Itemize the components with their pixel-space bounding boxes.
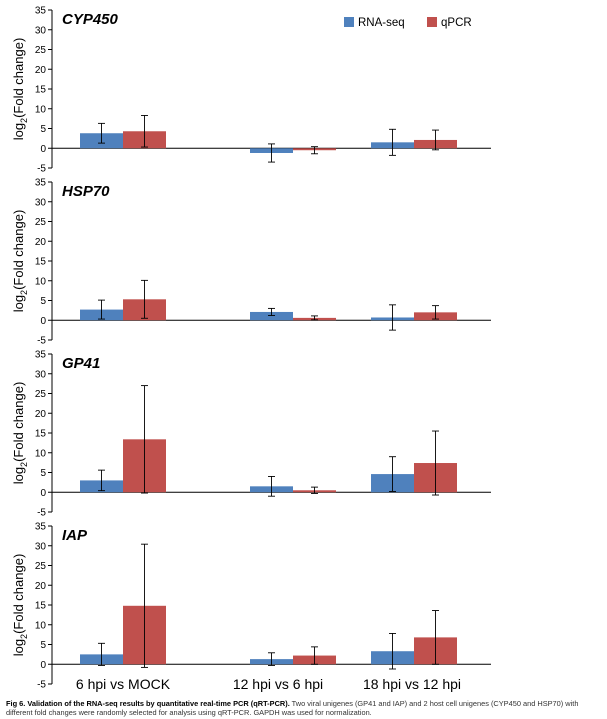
error-bar-qpcr-6-hpi-vs-mock [141,115,148,148]
error-bar-rna-seq-18-hpi-vs-12-hpi [389,632,396,670]
y-tick-label: 25 [35,45,47,56]
panel-gp41: -5 0 5 10 15 20 25 30 35 log2(Fold change) GP41 [11,350,491,519]
panel-title: IAP [62,527,88,544]
y-tick-label: 10 [35,620,47,631]
error-bar-rna-seq-12-hpi-vs-6-hpi [268,652,275,666]
y-tick-label: -5 [37,508,46,519]
panel-title: HSP70 [62,183,110,200]
error-bar-qpcr-6-hpi-vs-mock [141,385,148,494]
y-tick-label: 30 [35,369,47,380]
y-tick-label: 20 [35,237,47,248]
error-bar-rna-seq-12-hpi-vs-6-hpi [268,307,275,316]
y-tick-label: 25 [35,217,47,228]
error-bar-qpcr-18-hpi-vs-12-hpi [432,305,439,320]
error-bar-qpcr-18-hpi-vs-12-hpi [432,129,439,151]
panel-iap: -5 0 5 10 15 20 25 30 35 log2(Fold change) IAP [11,522,491,691]
error-bar-rna-seq-12-hpi-vs-6-hpi [268,143,275,163]
error-bar-rna-seq-18-hpi-vs-12-hpi [389,128,396,156]
legend-label-rna-seq: RNA-seq [358,17,405,29]
y-tick-label: 35 [35,178,47,189]
y-tick-label: 15 [35,601,47,612]
y-tick-label: 5 [40,468,46,479]
legend-swatch-rna-seq [344,17,354,27]
y-axis-label: log2(Fold change) [11,210,29,313]
error-bar-qpcr-12-hpi-vs-6-hpi [311,646,318,665]
legend-swatch-qpcr [427,17,437,27]
panel-title: GP41 [62,355,100,372]
y-tick-label: 25 [35,389,47,400]
y-tick-label: 0 [40,316,46,327]
y-tick-label: 15 [35,257,47,268]
error-bar-qpcr-18-hpi-vs-12-hpi [432,610,439,665]
x-category-label: 12 hpi vs 6 hpi [233,676,323,692]
y-tick-label: 20 [35,581,47,592]
y-tick-label: 20 [35,409,47,420]
error-bar-rna-seq-6-hpi-vs-mock [98,299,105,320]
error-bar-qpcr-12-hpi-vs-6-hpi [311,315,318,321]
y-tick-label: -5 [37,680,46,691]
y-tick-label: -5 [37,164,46,175]
y-tick-label: 35 [35,6,47,17]
y-tick-label: 30 [35,541,47,552]
error-bar-rna-seq-18-hpi-vs-12-hpi [389,456,396,492]
y-tick-label: 20 [35,65,47,76]
y-tick-label: 30 [35,25,47,36]
y-tick-label: 35 [35,522,47,533]
y-tick-label: 30 [35,197,47,208]
error-bar-rna-seq-6-hpi-vs-mock [98,642,105,666]
y-tick-label: 5 [40,296,46,307]
error-bar-qpcr-6-hpi-vs-mock [141,543,148,668]
error-bar-qpcr-12-hpi-vs-6-hpi [311,486,318,494]
y-tick-label: 15 [35,429,47,440]
x-category-label: 6 hpi vs MOCK [76,676,171,692]
y-tick-label: 10 [35,276,47,287]
legend-label-qpcr: qPCR [441,17,472,29]
bar-rna-seq-12-hpi-vs-6-hpi [250,311,293,321]
y-tick-label: 10 [35,448,47,459]
y-tick-label: 15 [35,85,47,96]
y-tick-label: 0 [40,660,46,671]
y-axis-label: log2(Fold change) [11,554,29,657]
panel-hsp70: -5 0 5 10 15 20 25 30 35 log2(Fold change) HSP70 [11,178,491,347]
caption-title: Fig 6. Validation of the RNA-seq results… [6,699,290,708]
y-tick-label: 5 [40,124,46,135]
error-bar-qpcr-6-hpi-vs-mock [141,279,148,319]
y-tick-label: 0 [40,144,46,155]
panel-cyp450: -5 0 5 10 15 20 25 30 35 log2(Fold change) CYP450 R… [11,6,491,175]
y-axis-label: log2(Fold change) [11,38,29,141]
qrt-pcr-figure: -5 0 5 10 15 20 25 30 35 log2(Fold change) CYP450 R… [11,6,491,692]
y-tick-label: 25 [35,561,47,572]
y-tick-label: 10 [35,104,47,115]
error-bar-rna-seq-18-hpi-vs-12-hpi [389,304,396,331]
error-bar-rna-seq-12-hpi-vs-6-hpi [268,476,275,497]
panel-title: CYP450 [62,11,119,28]
y-tick-label: 5 [40,640,46,651]
error-bar-rna-seq-6-hpi-vs-mock [98,122,105,144]
x-category-label: 18 hpi vs 12 hpi [363,676,461,692]
caption-text: Two viral unigenes (GP41 and IAP) and 2 … [6,699,579,717]
y-axis-label: log2(Fold change) [11,382,29,485]
error-bar-rna-seq-6-hpi-vs-mock [98,469,105,492]
y-tick-label: 35 [35,350,47,361]
y-tick-label: -5 [37,336,46,347]
y-tick-label: 0 [40,488,46,499]
legend: RNA-seq qPCR [344,17,472,29]
error-bar-qpcr-12-hpi-vs-6-hpi [311,146,318,155]
figure-caption: Fig 6. Validation of the RNA-seq results… [6,699,604,717]
error-bar-qpcr-18-hpi-vs-12-hpi [432,430,439,496]
